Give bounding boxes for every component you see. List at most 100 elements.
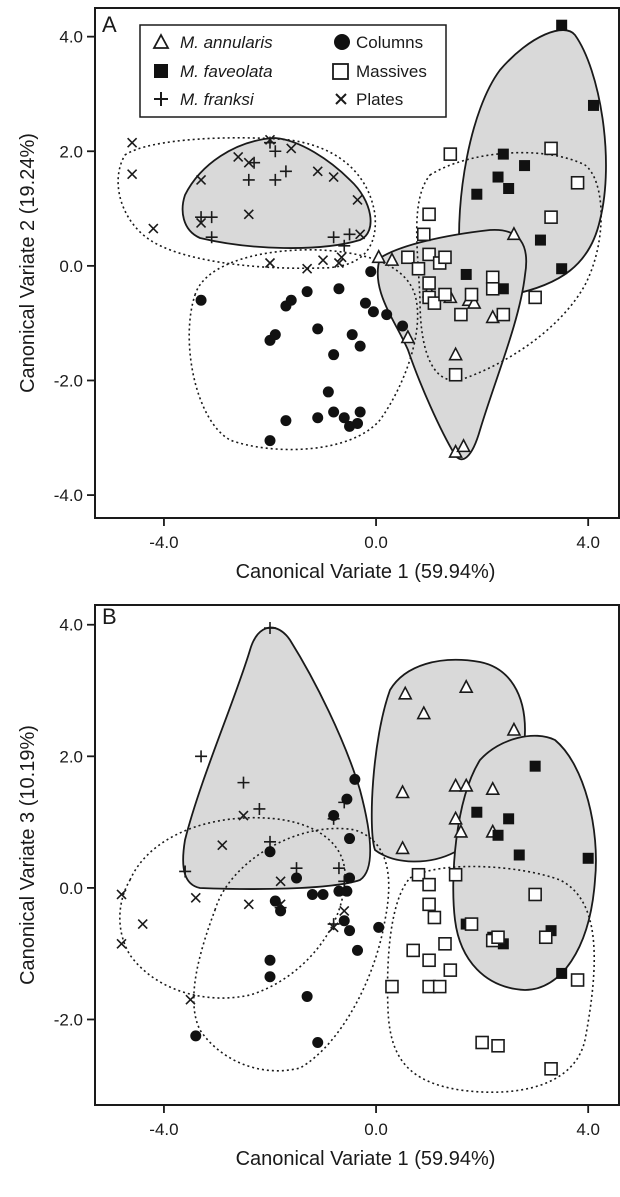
point-plates <box>328 922 339 933</box>
point-plates <box>339 905 350 916</box>
point-columns <box>269 329 281 341</box>
point-massives <box>528 290 542 305</box>
point-massives <box>385 979 399 994</box>
legend: M. annularis Columns M. faveolata Massiv… <box>139 24 447 118</box>
x-axis-title: Canonical Variate 1 (59.94%) <box>236 561 496 583</box>
point-m-franksi <box>253 802 266 815</box>
point-plates <box>137 919 148 930</box>
point-m-annularis <box>448 777 463 792</box>
point-m-faveolata <box>503 813 515 825</box>
point-columns <box>312 323 324 335</box>
legend-cross-icon <box>335 93 347 105</box>
point-plates <box>195 174 207 185</box>
point-m-annularis <box>506 721 522 736</box>
legend-filled-square-icon <box>154 64 168 78</box>
point-massives <box>411 867 426 882</box>
point-m-annularis <box>506 226 522 241</box>
point-columns <box>264 971 276 983</box>
point-massives <box>443 963 458 977</box>
point-massives <box>438 287 452 302</box>
point-m-annularis <box>466 294 482 309</box>
point-massives <box>544 210 558 224</box>
y-tick-label: 0.0 <box>59 257 83 276</box>
point-plates <box>195 217 207 228</box>
point-columns <box>285 294 297 306</box>
point-m-franksi <box>269 173 282 186</box>
y-tick-label: -2.0 <box>54 371 83 390</box>
point-plates <box>312 166 323 177</box>
point-plates <box>190 892 201 903</box>
point-m-franksi <box>290 862 303 875</box>
point-columns <box>354 406 366 418</box>
x-axis-title: Canonical Variate 1 (59.94%) <box>236 1148 496 1170</box>
legend-label-plates: Plates <box>356 90 403 109</box>
point-columns <box>190 1030 202 1042</box>
point-m-annularis <box>458 777 474 792</box>
y-tick-label: 0.0 <box>59 879 83 898</box>
point-massives <box>544 1062 558 1076</box>
point-m-annularis <box>453 823 469 838</box>
panel-a-label: A <box>102 12 117 37</box>
legend-filled-circle-icon <box>334 34 350 50</box>
point-massives <box>448 367 463 382</box>
point-columns <box>341 885 353 897</box>
point-m-faveolata <box>529 760 541 772</box>
point-columns <box>328 810 340 822</box>
panel-a: -4.0 0.0 4.0 4.0 2.0 0.0 -2.0 -4.0 Canonical Var… <box>17 7 620 583</box>
point-massives <box>427 296 442 310</box>
point-columns <box>352 417 363 429</box>
point-columns <box>359 297 371 309</box>
panel-b-hulls <box>119 626 597 1093</box>
point-plates <box>238 810 249 821</box>
point-columns <box>264 954 276 966</box>
y-tick-label: 4.0 <box>59 28 83 47</box>
legend-entry-columns: Columns <box>334 33 423 52</box>
point-columns <box>346 329 358 341</box>
hull-b-columns-group <box>193 827 390 1072</box>
point-columns <box>312 1037 324 1048</box>
point-plates <box>116 889 127 900</box>
legend-open-square-icon <box>332 63 349 80</box>
point-columns <box>264 435 276 447</box>
x-tick-label: -4.0 <box>149 533 178 552</box>
point-columns <box>352 944 363 956</box>
point-plates <box>217 840 228 851</box>
point-m-faveolata <box>556 19 568 31</box>
point-massives <box>438 937 452 951</box>
point-m-annularis <box>485 309 501 324</box>
point-m-annularis <box>395 784 410 799</box>
point-m-faveolata <box>492 171 504 183</box>
legend-entry-franksi: M. franksi <box>154 90 255 109</box>
point-plates <box>233 151 244 163</box>
point-massives <box>422 247 436 262</box>
point-m-faveolata <box>497 283 509 295</box>
point-m-franksi <box>279 165 292 178</box>
point-m-faveolata <box>534 234 546 246</box>
point-plates <box>243 157 254 168</box>
point-massives <box>432 979 447 994</box>
point-m-franksi <box>264 622 276 635</box>
point-plates <box>185 994 196 1005</box>
point-columns <box>269 895 281 907</box>
point-massives <box>485 281 500 296</box>
point-massives <box>422 897 436 912</box>
point-massives <box>496 307 511 322</box>
hull-b-plates-group <box>119 816 346 999</box>
point-columns <box>381 309 393 321</box>
point-plates <box>328 171 339 183</box>
point-columns <box>367 306 379 318</box>
point-m-franksi <box>237 776 250 789</box>
point-massives <box>485 270 500 285</box>
hull-a-annularis-group <box>376 229 528 461</box>
point-massives <box>422 207 436 222</box>
point-m-annularis <box>395 840 410 855</box>
y-tick-label: -2.0 <box>54 1010 83 1029</box>
legend-box <box>139 24 447 118</box>
point-plates <box>264 257 276 269</box>
x-tick-label: -4.0 <box>149 1120 178 1139</box>
point-m-franksi <box>327 231 340 244</box>
point-columns <box>317 888 329 900</box>
point-m-franksi <box>242 173 255 186</box>
point-m-franksi <box>338 239 351 252</box>
point-m-faveolata <box>556 967 568 979</box>
